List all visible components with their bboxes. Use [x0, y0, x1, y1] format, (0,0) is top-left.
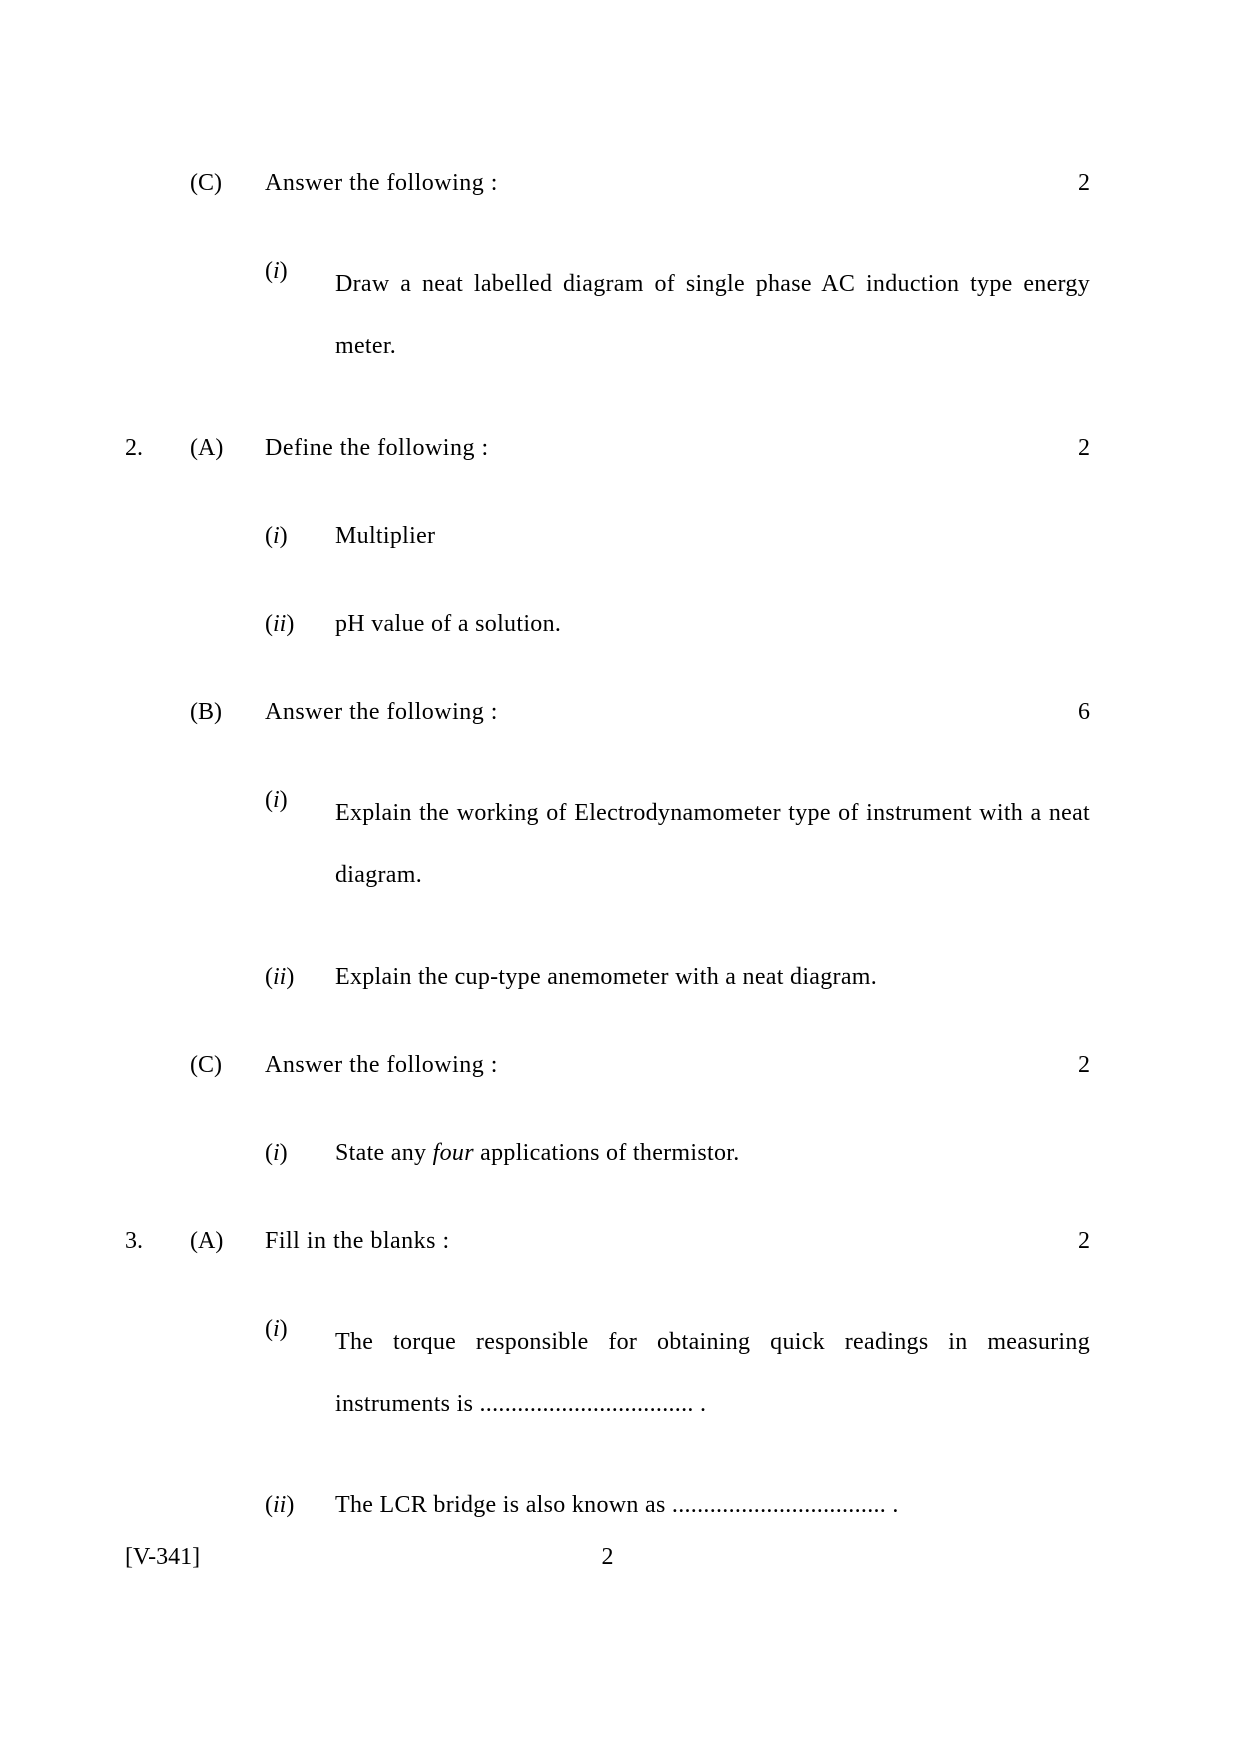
sub-label: (ii)	[265, 606, 335, 642]
question-part: 3. (A) Fill in the blanks : 2 (i) The to…	[125, 1223, 1090, 1524]
part-header-text: Fill in the blanks :	[265, 1223, 1050, 1259]
sub-text: State any four applications of thermisto…	[335, 1135, 1090, 1171]
sub-label: (i)	[265, 518, 335, 554]
sub-item: (i) Multiplier	[265, 518, 1090, 554]
page-number: 2	[602, 1539, 614, 1575]
question-part: (C) Answer the following : 2 (i) State a…	[125, 1047, 1090, 1171]
part-label: (C)	[190, 165, 265, 201]
part-header-row: Define the following : 2	[265, 430, 1090, 466]
part-header-row: Fill in the blanks : 2	[265, 1223, 1090, 1259]
sub-text: Draw a neat labelled diagram of single p…	[335, 253, 1090, 378]
sub-item: (ii) pH value of a solution.	[265, 606, 1090, 642]
sub-text: The LCR bridge is also known as ........…	[335, 1487, 1090, 1523]
part-content: Answer the following : 2 (i) Draw a neat…	[265, 165, 1090, 378]
sub-label: (ii)	[265, 959, 335, 995]
sub-text: pH value of a solution.	[335, 606, 1090, 642]
part-label: (A)	[190, 1223, 265, 1259]
sub-item: (i) State any four applications of therm…	[265, 1135, 1090, 1171]
paper-code: [V-341]	[125, 1539, 200, 1575]
question-number: 3.	[125, 1223, 190, 1259]
sub-label: (i)	[265, 1135, 335, 1171]
part-header-text: Answer the following :	[265, 694, 1050, 730]
part-marks: 2	[1050, 1047, 1090, 1083]
part-marks: 6	[1050, 694, 1090, 730]
sub-label: (ii)	[265, 1487, 335, 1523]
question-number: 2.	[125, 430, 190, 466]
sub-text: Multiplier	[335, 518, 1090, 554]
question-part: 2. (A) Define the following : 2 (i) Mult…	[125, 430, 1090, 642]
exam-page: (C) Answer the following : 2 (i) Draw a …	[0, 0, 1240, 1755]
part-content: Answer the following : 2 (i) State any f…	[265, 1047, 1090, 1171]
sub-item: (i) Draw a neat labelled diagram of sing…	[265, 253, 1090, 378]
sub-label: (i)	[265, 782, 335, 818]
sub-text: Explain the cup-type anemometer with a n…	[335, 959, 1090, 995]
part-content: Answer the following : 6 (i) Explain the…	[265, 694, 1090, 995]
sub-text: Explain the working of Electrodynamomete…	[335, 782, 1090, 907]
sub-text: The torque responsible for obtaining qui…	[335, 1311, 1090, 1436]
part-marks: 2	[1050, 1223, 1090, 1259]
page-footer: [V-341] 2	[125, 1539, 1090, 1575]
part-header-text: Answer the following :	[265, 1047, 1050, 1083]
sub-item: (i) Explain the working of Electrodynamo…	[265, 782, 1090, 907]
part-header-row: Answer the following : 2	[265, 165, 1090, 201]
sub-label: (i)	[265, 1311, 335, 1347]
part-content: Fill in the blanks : 2 (i) The torque re…	[265, 1223, 1090, 1524]
part-marks: 2	[1050, 165, 1090, 201]
sub-item: (i) The torque responsible for obtaining…	[265, 1311, 1090, 1436]
part-label: (A)	[190, 430, 265, 466]
part-marks: 2	[1050, 430, 1090, 466]
part-header-row: Answer the following : 6	[265, 694, 1090, 730]
part-label: (C)	[190, 1047, 265, 1083]
part-label: (B)	[190, 694, 265, 730]
sub-item: (ii) Explain the cup-type anemometer wit…	[265, 959, 1090, 995]
part-header-text: Answer the following :	[265, 165, 1050, 201]
sub-label: (i)	[265, 253, 335, 289]
part-header-row: Answer the following : 2	[265, 1047, 1090, 1083]
part-content: Define the following : 2 (i) Multiplier …	[265, 430, 1090, 642]
part-header-text: Define the following :	[265, 430, 1050, 466]
sub-item: (ii) The LCR bridge is also known as ...…	[265, 1487, 1090, 1523]
question-part: (C) Answer the following : 2 (i) Draw a …	[125, 165, 1090, 378]
question-part: (B) Answer the following : 6 (i) Explain…	[125, 694, 1090, 995]
